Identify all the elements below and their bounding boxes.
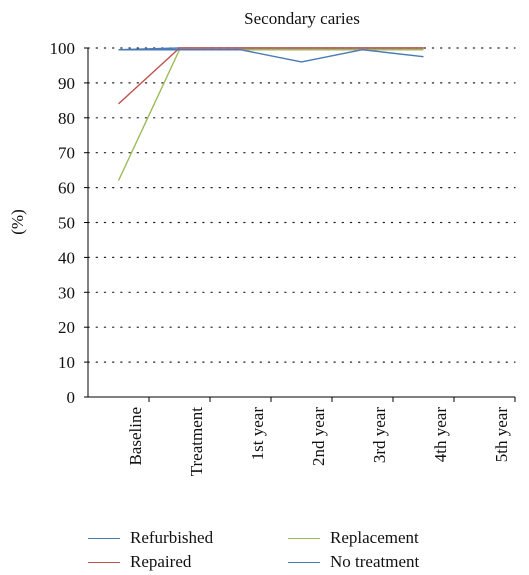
series-lines	[117, 47, 424, 181]
x-tick-label-4th-year: 4th year	[431, 407, 450, 463]
y-axis-ticks: 0 10 20 30 40 50 60 70 80 90 100	[50, 39, 88, 407]
y-tick-label-10: 10	[58, 353, 75, 372]
y-tick-label-90: 90	[58, 74, 75, 93]
legend-item-replacement: Replacement	[288, 527, 419, 549]
x-tick-label-treatment: Treatment	[187, 407, 206, 477]
y-tick-label-80: 80	[58, 109, 75, 128]
legend-label-repaired: Repaired	[130, 552, 192, 571]
series-line-replacement	[117, 49, 424, 181]
legend-item-repaired: Repaired	[88, 551, 191, 573]
legend-swatch-no-treatment	[288, 561, 320, 563]
x-axis-ticks: Baseline Treatment 1st year 2nd year 3rd yea…	[126, 397, 516, 477]
legend-label-no-treatment: No treatment	[330, 552, 420, 571]
y-tick-label-0: 0	[67, 388, 76, 407]
y-tick-label-70: 70	[58, 144, 75, 163]
chart-svg: Secondary caries (%) 0 10 20 30 40 50 60 70 80 90…	[8, 9, 516, 477]
x-tick-label-1st-year: 1st year	[248, 407, 267, 461]
x-tick-label-5th-year: 5th year	[492, 407, 511, 463]
legend-label-replacement: Replacement	[330, 528, 419, 547]
y-tick-label-20: 20	[58, 318, 75, 337]
y-tick-label-100: 100	[50, 39, 76, 58]
legend-swatch-repaired	[88, 561, 120, 563]
x-tick-label-baseline: Baseline	[126, 407, 145, 466]
y-axis-label: (%)	[8, 209, 27, 234]
series-line-repaired	[118, 47, 424, 105]
grid-lines	[87, 47, 516, 363]
x-tick-label-3rd-year: 3rd year	[370, 407, 389, 464]
legend-item-refurbished: Refurbished	[88, 527, 213, 549]
x-tick-label-2nd-year: 2nd year	[309, 407, 328, 466]
y-tick-label-60: 60	[58, 179, 75, 198]
y-tick-label-50: 50	[58, 214, 75, 233]
y-tick-label-40: 40	[58, 248, 75, 267]
y-tick-label-30: 30	[58, 283, 75, 302]
legend: Refurbished Repaired Replacement No trea…	[88, 527, 508, 575]
chart-title: Secondary caries	[244, 9, 360, 28]
legend-label-refurbished: Refurbished	[130, 528, 214, 547]
legend-swatch-replacement	[288, 537, 320, 539]
series-line-no-treatment	[118, 49, 424, 63]
legend-item-no-treatment: No treatment	[288, 551, 419, 573]
legend-swatch-refurbished	[88, 537, 120, 539]
